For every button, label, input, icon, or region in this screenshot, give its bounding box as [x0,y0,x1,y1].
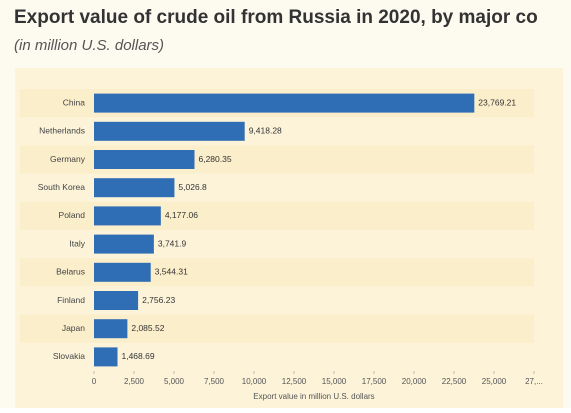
bar [94,262,151,282]
value-label: 2,085.52 [131,323,164,333]
bar [94,121,245,141]
bar [94,291,139,310]
x-axis-title: Export value in million U.S. dollars [253,392,374,401]
x-tick-label: 22,500 [442,377,467,386]
x-tick-label: 0 [92,377,97,386]
bar [94,150,195,169]
x-tick-label: 27,... [525,377,543,386]
bar [94,178,175,198]
y-tick-label: Japan [62,323,85,333]
x-tick-label: 12,500 [282,377,307,386]
bar [94,347,118,367]
value-label: 2,756.23 [142,295,175,305]
y-tick-label: South Korea [38,182,86,192]
y-tick-label: Slovakia [53,351,85,361]
value-label: 1,468.69 [121,351,154,361]
chart-subtitle: (in million U.S. dollars) [14,37,164,54]
x-tick-label: 7,500 [204,377,225,386]
value-label: 5,026.8 [178,182,207,192]
y-tick-label: Finland [57,295,85,305]
chart-title: Export value of crude oil from Russia in… [14,7,538,28]
y-tick-label: Belarus [56,267,85,277]
value-label: 9,418.28 [249,126,282,136]
bar [94,319,128,339]
bar [94,206,161,226]
value-label: 6,280.35 [198,154,231,164]
x-tick-label: 25,000 [482,377,507,386]
x-tick-label: 20,000 [402,377,427,386]
y-tick-label: Germany [50,154,86,164]
x-tick-label: 10,000 [242,377,267,386]
x-tick-label: 15,000 [322,377,347,386]
x-tick-label: 17,500 [362,377,387,386]
bar [94,234,154,254]
x-tick-label: 5,000 [164,377,185,386]
value-label: 23,769.21 [478,97,516,107]
y-tick-label: China [63,97,85,107]
bar [94,93,475,113]
y-tick-label: Poland [59,210,86,220]
y-tick-label: Netherlands [39,126,85,136]
y-tick-label: Italy [69,238,85,248]
value-label: 4,177.06 [165,210,198,220]
value-label: 3,544.31 [155,267,188,277]
x-tick-label: 2,500 [124,377,145,386]
value-label: 3,741.9 [158,238,187,248]
